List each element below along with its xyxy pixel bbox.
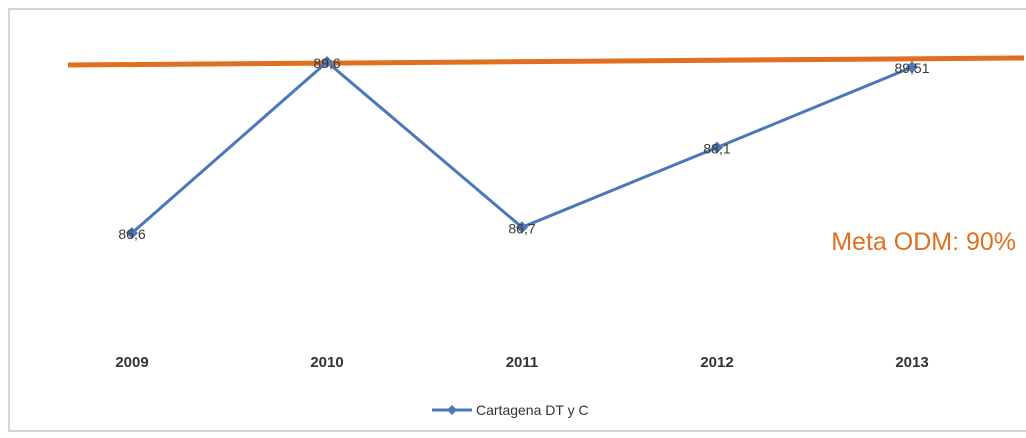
series-line (131, 60, 913, 235)
data-label: 89,51 (894, 60, 929, 76)
x-tick-label: 2012 (700, 354, 733, 371)
legend-marker (447, 405, 457, 415)
data-label: 86,6 (118, 226, 145, 242)
data-label: 88,1 (703, 141, 730, 157)
target-line (67, 55, 1025, 68)
target-layer: Meta ODM: 90% (67, 55, 1025, 256)
target-label: Meta ODM: 90% (831, 228, 1016, 256)
x-tick-label: 2009 (115, 354, 148, 371)
legend: Cartagena DT y C (432, 402, 589, 418)
data-point (711, 141, 723, 154)
chart-frame (8, 8, 1026, 432)
x-tick-label: 2010 (310, 354, 343, 371)
data-point (516, 221, 528, 234)
data-label: 86,7 (508, 220, 535, 236)
data-label: 89,6 (313, 55, 340, 71)
x-axis: 2009 2010 2011 2012 2013 (115, 354, 928, 371)
legend-label: Cartagena DT y C (476, 402, 589, 418)
data-point (906, 61, 918, 74)
data-point (126, 227, 138, 239)
data-point (321, 56, 333, 68)
series-layer: 86,6 89,6 86,7 88,1 89,51 (118, 55, 929, 242)
x-tick-label: 2013 (895, 354, 928, 371)
x-tick-label: 2011 (506, 354, 539, 371)
